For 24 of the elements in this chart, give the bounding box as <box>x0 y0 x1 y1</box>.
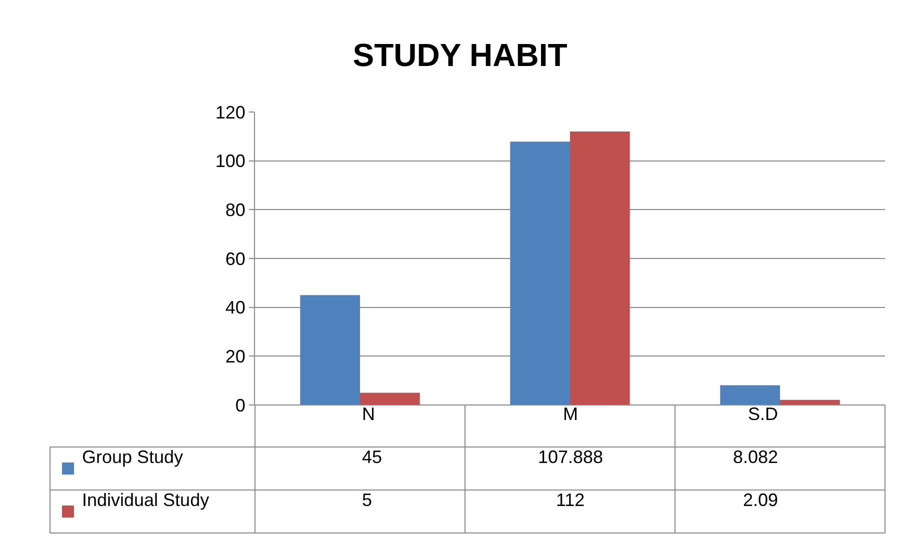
x-tick-label: S.D <box>748 404 778 424</box>
y-tick-label: 100 <box>215 151 246 172</box>
y-tick-label: 40 <box>225 298 246 318</box>
data-label: 8.082 <box>733 447 778 467</box>
chart-title: STUDY HABIT <box>352 37 568 74</box>
y-tick-label: 120 <box>215 102 246 122</box>
data-label: 107.888 <box>538 447 604 467</box>
data-label: 45 <box>362 447 382 467</box>
bar <box>510 142 570 405</box>
data-label: 5 <box>362 490 372 510</box>
bar <box>720 385 780 405</box>
bar <box>360 392 420 405</box>
data-label: 2.09 <box>743 490 778 510</box>
bar <box>570 132 630 405</box>
legend-label: Individual Study <box>82 490 210 510</box>
data-label: 112 <box>556 490 585 510</box>
y-tick-label: 0 <box>235 395 246 416</box>
y-tick-label: 20 <box>225 346 246 366</box>
y-tick-label: 60 <box>225 248 246 269</box>
legend-label: Group Study <box>82 447 184 467</box>
bar <box>300 295 360 405</box>
x-tick-label: N <box>362 404 375 424</box>
y-tick-label: 80 <box>225 200 246 220</box>
x-tick-label: M <box>563 404 578 424</box>
